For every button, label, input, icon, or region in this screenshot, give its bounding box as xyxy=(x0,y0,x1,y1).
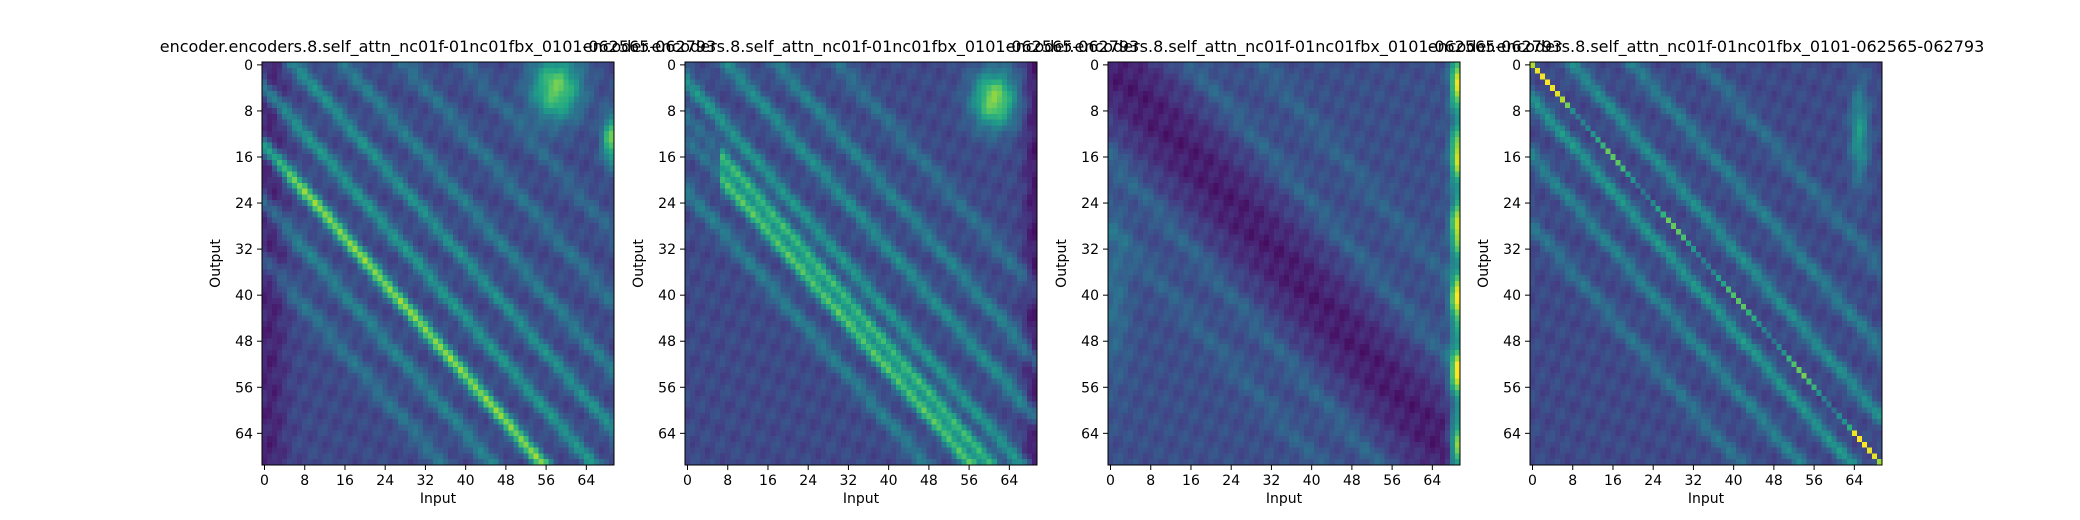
y-axis-label: Output xyxy=(208,239,224,288)
y-tick-label: 32 xyxy=(658,242,676,258)
heatmap-cells xyxy=(1530,62,1883,466)
y-tick-label: 48 xyxy=(235,334,253,350)
y-axis-label: Output xyxy=(631,239,647,288)
x-tick-label: 8 xyxy=(1146,473,1155,489)
y-tick-label: 8 xyxy=(667,104,676,120)
heatmap-panel-4: 0 8 16 24 32 40 48 56 64 0 8 16 24 32 40 48 56 64 Input Out… xyxy=(1428,37,1985,507)
y-tick-label: 40 xyxy=(658,288,676,304)
y-tick-label: 64 xyxy=(658,426,676,442)
heatmap-panel-2: 0 8 16 24 32 40 48 56 64 0 8 16 24 32 40 48 56 64 Input Out… xyxy=(583,37,1140,507)
x-tick-label: 32 xyxy=(417,473,435,489)
heatmap-panels: 0 8 16 24 32 40 48 56 64 0 8 16 24 32 40 48 56 64 Input Out… xyxy=(160,37,1985,507)
x-tick-label: 0 xyxy=(1528,473,1537,489)
x-tick-label: 8 xyxy=(1568,473,1577,489)
x-tick-label: 64 xyxy=(1845,473,1863,489)
y-tick-label: 8 xyxy=(1090,104,1099,120)
axes-frame xyxy=(1529,61,1883,466)
x-tick-label: 64 xyxy=(577,473,595,489)
y-tick-label: 56 xyxy=(1081,380,1099,396)
y-tick-label: 48 xyxy=(658,334,676,350)
y-tick-label: 64 xyxy=(1503,426,1521,442)
y-axis-label: Output xyxy=(1476,239,1492,288)
x-tick-label: 56 xyxy=(960,473,978,489)
y-tick-label: 0 xyxy=(1512,58,1521,74)
y-tick-label: 16 xyxy=(1503,150,1521,166)
y-axis-label: Output xyxy=(1054,239,1070,288)
y-tick-label: 40 xyxy=(235,288,253,304)
x-tick-label: 32 xyxy=(1263,473,1281,489)
y-tick-label: 16 xyxy=(1081,150,1099,166)
x-tick-label: 64 xyxy=(1423,473,1441,489)
axes-frame xyxy=(684,61,1038,466)
y-tick-label: 48 xyxy=(1081,334,1099,350)
y-tick-label: 24 xyxy=(1081,196,1099,212)
x-tick-label: 56 xyxy=(1805,473,1823,489)
chart-title: encoder.encoders.8.self_attn_nc01f-01nc0… xyxy=(1428,37,1985,57)
x-tick-label: 32 xyxy=(840,473,858,489)
axes-frame xyxy=(261,61,615,466)
y-tick-label: 48 xyxy=(1503,334,1521,350)
x-tick-label: 48 xyxy=(920,473,938,489)
y-tick-label: 24 xyxy=(1503,196,1521,212)
x-tick-label: 0 xyxy=(260,473,269,489)
heatmap-cells xyxy=(1108,62,1461,466)
x-tick-label: 48 xyxy=(497,473,515,489)
x-tick-label: 24 xyxy=(1644,473,1662,489)
x-tick-label: 8 xyxy=(723,473,732,489)
y-tick-label: 8 xyxy=(1512,104,1521,120)
x-tick-label: 40 xyxy=(880,473,898,489)
x-tick-label: 48 xyxy=(1343,473,1361,489)
x-tick-label: 40 xyxy=(1725,473,1743,489)
y-tick-label: 32 xyxy=(235,242,253,258)
heatmap-panel-1: 0 8 16 24 32 40 48 56 64 0 8 16 24 32 40 48 56 64 Input Out… xyxy=(160,37,717,507)
x-tick-label: 16 xyxy=(1182,473,1200,489)
y-tick-label: 64 xyxy=(235,426,253,442)
x-tick-label: 40 xyxy=(457,473,475,489)
y-tick-label: 56 xyxy=(235,380,253,396)
y-tick-label: 0 xyxy=(1090,58,1099,74)
axes-frame xyxy=(1107,61,1461,466)
x-tick-label: 48 xyxy=(1765,473,1783,489)
y-tick-label: 24 xyxy=(658,196,676,212)
x-tick-label: 0 xyxy=(1106,473,1115,489)
y-tick-label: 8 xyxy=(244,104,253,120)
x-tick-label: 0 xyxy=(683,473,692,489)
heatmap-cells xyxy=(685,62,1038,466)
chart-title: encoder.encoders.8.self_attn_nc01f-01nc0… xyxy=(1006,37,1563,57)
x-tick-label: 16 xyxy=(759,473,777,489)
chart-title: encoder.encoders.8.self_attn_nc01f-01nc0… xyxy=(160,37,717,57)
x-tick-label: 56 xyxy=(537,473,555,489)
chart-title: encoder.encoders.8.self_attn_nc01f-01nc0… xyxy=(583,37,1140,57)
y-tick-label: 32 xyxy=(1503,242,1521,258)
y-tick-label: 64 xyxy=(1081,426,1099,442)
y-tick-label: 24 xyxy=(235,196,253,212)
y-tick-label: 16 xyxy=(235,150,253,166)
x-axis-label: Input xyxy=(1266,491,1303,507)
x-tick-label: 64 xyxy=(1000,473,1018,489)
x-tick-label: 24 xyxy=(1222,473,1240,489)
x-axis-label: Input xyxy=(420,491,457,507)
x-tick-label: 16 xyxy=(1604,473,1622,489)
heatmap-cells xyxy=(262,62,615,466)
x-tick-label: 56 xyxy=(1383,473,1401,489)
y-tick-label: 0 xyxy=(667,58,676,74)
y-tick-label: 40 xyxy=(1081,288,1099,304)
y-tick-label: 0 xyxy=(244,58,253,74)
x-tick-label: 16 xyxy=(336,473,354,489)
x-tick-label: 40 xyxy=(1303,473,1321,489)
x-axis-label: Input xyxy=(1688,491,1725,507)
y-tick-label: 32 xyxy=(1081,242,1099,258)
y-tick-label: 16 xyxy=(658,150,676,166)
y-tick-label: 56 xyxy=(1503,380,1521,396)
x-tick-label: 24 xyxy=(376,473,394,489)
x-tick-label: 24 xyxy=(799,473,817,489)
y-tick-label: 56 xyxy=(658,380,676,396)
heatmap-panel-3: 0 8 16 24 32 40 48 56 64 0 8 16 24 32 40 48 56 64 Input Out… xyxy=(1006,37,1563,507)
x-tick-label: 8 xyxy=(300,473,309,489)
x-axis-label: Input xyxy=(843,491,880,507)
x-tick-label: 32 xyxy=(1685,473,1703,489)
y-tick-label: 40 xyxy=(1503,288,1521,304)
